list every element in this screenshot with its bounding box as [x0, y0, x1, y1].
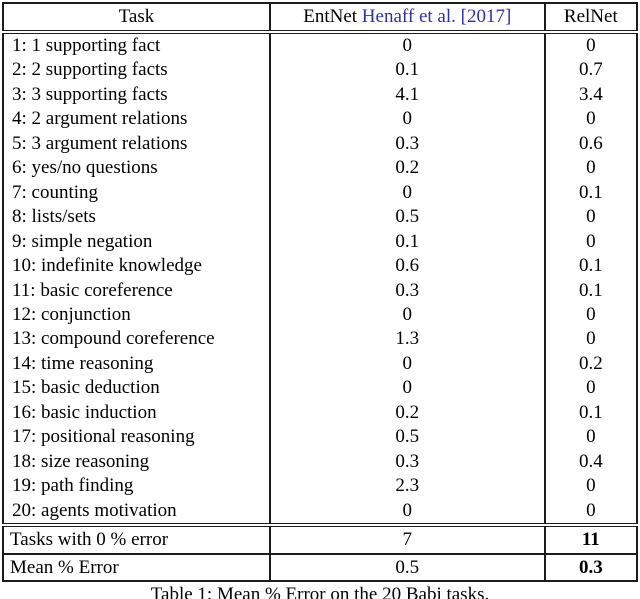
relnet-cell: 0 — [543, 156, 637, 181]
relnet-cell: 0 — [543, 376, 637, 401]
entnet-cell: 0.2 — [268, 400, 545, 426]
task-cell: 4: 2 argument relations — [12, 108, 188, 130]
task-row: 5: 3 argument relations 0.3 0.6 — [3, 131, 637, 157]
entnet-label: EntNet — [303, 6, 362, 27]
task-row: 13: compound coreference 1.3 0 — [3, 327, 637, 352]
task-cell: 11: basic coreference — [12, 279, 173, 301]
task-cell: 1: 1 supporting fact — [12, 35, 161, 56]
task-cell: 12: conjunction — [12, 303, 131, 325]
citation-link[interactable]: Henaff et al. [2017] — [361, 6, 512, 27]
task-row: 9: simple negation 0.1 0 — [3, 229, 637, 255]
task-cell: 8: lists/sets — [12, 206, 96, 228]
relnet-cell: 0 — [543, 498, 637, 526]
entnet-cell: 0.6 — [268, 254, 545, 279]
task-cell: 13: compound coreference — [12, 328, 215, 350]
task-cell: 2: 2 supporting facts — [12, 59, 168, 81]
summary-entnet-cell: 0.5 — [268, 553, 545, 582]
header-row: Task EntNet Henaff et al. [2017] RelNet — [3, 3, 637, 34]
summary-row: Tasks with 0 % error 7 11 — [3, 523, 637, 555]
task-row: 17: positional reasoning 0.5 0 — [3, 425, 637, 450]
relnet-cell: 0 — [543, 302, 637, 328]
relnet-cell: 0 — [543, 425, 637, 450]
task-cell: 7: counting — [12, 181, 99, 203]
relnet-cell: 0.1 — [543, 278, 637, 303]
relnet-cell: 0 — [543, 327, 637, 352]
relnet-cell: 0.1 — [543, 400, 637, 426]
summary-relnet-cell: 11 — [543, 523, 637, 555]
entnet-cell: 0 — [268, 180, 545, 206]
task-row: 8: lists/sets 0.5 0 — [3, 205, 637, 230]
entnet-cell: 0 — [268, 107, 545, 132]
relnet-cell: 0.1 — [543, 180, 637, 206]
entnet-cell: 0.1 — [268, 229, 545, 255]
task-row: 15: basic deduction 0 0 — [3, 376, 637, 401]
table-caption: Table 1: Mean % Error on the 20 Babi tas… — [150, 584, 490, 599]
entnet-cell: 0 — [268, 32, 545, 59]
summary-entnet-cell: 7 — [268, 523, 545, 555]
entnet-cell: 2.3 — [268, 474, 545, 499]
entnet-cell: 4.1 — [268, 82, 545, 108]
task-row: 7: counting 0 0.1 — [3, 180, 637, 206]
task-row: 3: 3 supporting facts 4.1 3.4 — [3, 82, 637, 108]
task-row: 18: size reasoning 0.3 0.4 — [3, 449, 637, 475]
task-row: 20: agents motivation 0 0 — [3, 498, 637, 526]
entnet-cell: 0.2 — [268, 156, 545, 181]
entnet-cell: 0.3 — [268, 449, 545, 475]
relnet-cell: 0 — [543, 205, 637, 230]
relnet-cell: 0.4 — [543, 449, 637, 475]
summary-label-cell: Mean % Error — [3, 553, 270, 582]
task-row: 6: yes/no questions 0.2 0 — [3, 156, 637, 181]
relnet-cell: 0.1 — [543, 254, 637, 279]
entnet-cell: 0 — [268, 376, 545, 401]
task-cell: 20: agents motivation — [12, 499, 177, 521]
task-cell: 17: positional reasoning — [12, 426, 195, 448]
relnet-cell: 0.6 — [543, 131, 637, 157]
entnet-cell: 0.5 — [268, 205, 545, 230]
task-cell: 19: path finding — [12, 475, 134, 497]
summary-relnet-cell: 0.3 — [543, 553, 637, 582]
task-row: 14: time reasoning 0 0.2 — [3, 351, 637, 377]
relnet-cell: 0 — [543, 107, 637, 132]
entnet-cell: 1.3 — [268, 327, 545, 352]
task-cell: 18: size reasoning — [12, 450, 150, 472]
col-header-relnet: RelNet — [543, 3, 637, 34]
task-cell: 9: simple negation — [12, 230, 153, 252]
task-cell: 15: basic deduction — [12, 377, 160, 399]
entnet-cell: 0 — [268, 498, 545, 526]
relnet-cell: 0 — [543, 474, 637, 499]
task-row: 10: indefinite knowledge 0.6 0.1 — [3, 254, 637, 279]
entnet-cell: 0 — [268, 351, 545, 377]
entnet-cell: 0.5 — [268, 425, 545, 450]
babi-results-table: Task EntNet Henaff et al. [2017] RelNet … — [2, 2, 638, 583]
entnet-cell: 0.3 — [268, 278, 545, 303]
task-row: 2: 2 supporting facts 0.1 0.7 — [3, 58, 637, 83]
task-cell: 16: basic induction — [12, 401, 157, 423]
entnet-cell: 0.1 — [268, 58, 545, 83]
summary-row: Mean % Error 0.5 0.3 — [3, 553, 637, 582]
relnet-cell: 0.2 — [543, 351, 637, 377]
relnet-cell: 0 — [543, 229, 637, 255]
task-cell: 6: yes/no questions — [12, 157, 158, 179]
task-row: 11: basic coreference 0.3 0.1 — [3, 278, 637, 303]
col-header-entnet: EntNet Henaff et al. [2017] — [268, 3, 545, 34]
task-row: 16: basic induction 0.2 0.1 — [3, 400, 637, 426]
relnet-cell: 0.7 — [543, 58, 637, 83]
entnet-cell: 0.3 — [268, 131, 545, 157]
entnet-cell: 0 — [268, 302, 545, 328]
task-row: 19: path finding 2.3 0 — [3, 474, 637, 499]
col-header-task: Task — [3, 3, 270, 34]
task-row: 12: conjunction 0 0 — [3, 302, 637, 328]
task-cell: 14: time reasoning — [12, 352, 154, 374]
task-cell: 5: 3 argument relations — [12, 132, 188, 154]
task-row: 4: 2 argument relations 0 0 — [3, 107, 637, 132]
task-cell: 3: 3 supporting facts — [12, 83, 168, 105]
task-row: 1: 1 supporting fact 0 0 — [3, 32, 637, 59]
relnet-cell: 0 — [543, 32, 637, 59]
summary-label-cell: Tasks with 0 % error — [3, 523, 270, 555]
task-cell: 10: indefinite knowledge — [12, 255, 202, 277]
relnet-cell: 3.4 — [543, 82, 637, 108]
